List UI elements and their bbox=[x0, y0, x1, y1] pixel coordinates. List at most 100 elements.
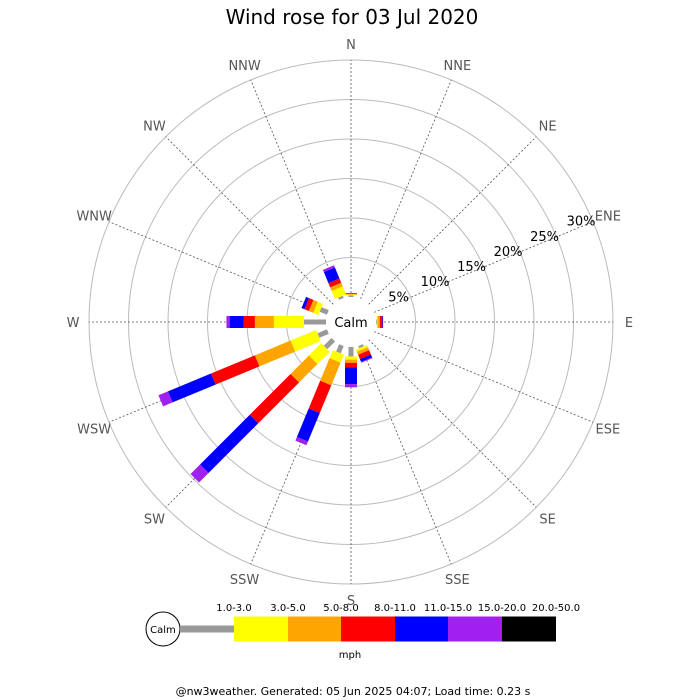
bar-sse-bin-1 bbox=[358, 344, 364, 349]
direction-label-ese: ESE bbox=[595, 422, 620, 437]
spoke-sse bbox=[360, 344, 452, 565]
bar-e-bin-3 bbox=[377, 316, 380, 328]
bar-w-bin-6 bbox=[226, 316, 230, 328]
spoke-nne bbox=[360, 79, 452, 300]
bar-s-bin-2 bbox=[345, 356, 357, 360]
legend-label-1: 1.0-3.0 bbox=[216, 603, 251, 614]
bar-s-bin-6 bbox=[345, 384, 357, 388]
bar-w-bin-4 bbox=[243, 316, 255, 328]
spoke-wsw bbox=[108, 331, 329, 423]
bar-nnw-bin-5 bbox=[323, 267, 340, 283]
ring-label-30: 30% bbox=[567, 215, 596, 230]
bar-wsw-bin-1 bbox=[317, 329, 329, 338]
bar-nnw-bin-2 bbox=[331, 286, 347, 300]
spoke-ne bbox=[368, 136, 537, 305]
direction-label-nnw: NNW bbox=[228, 59, 260, 74]
wind-bars bbox=[158, 265, 384, 483]
bar-s-bin-5 bbox=[345, 367, 357, 385]
ring-label-5: 5% bbox=[388, 290, 409, 305]
direction-label-wnw: WNW bbox=[76, 210, 112, 225]
spoke-ese bbox=[373, 331, 594, 423]
legend-label-6: 15.0-20.0 bbox=[478, 603, 526, 614]
legend-swatch-2 bbox=[234, 616, 288, 642]
legend-label-3: 5.0-8.0 bbox=[323, 603, 358, 614]
bar-w-bin-1 bbox=[303, 319, 327, 325]
spoke-ene bbox=[373, 221, 594, 313]
legend-calm-label: Calm bbox=[150, 625, 176, 636]
bar-n-bin-1 bbox=[348, 295, 354, 297]
bar-sw-bin-3 bbox=[290, 355, 318, 383]
bar-wnw-bin-1 bbox=[319, 307, 329, 315]
bar-nnw-bin-1 bbox=[338, 295, 344, 300]
bar-e-bin-2 bbox=[376, 316, 378, 328]
direction-label-se: SE bbox=[539, 513, 555, 528]
bar-nnw-bin-4 bbox=[328, 278, 342, 288]
direction-label-e: E bbox=[625, 316, 633, 331]
legend-swatch-6 bbox=[448, 616, 502, 642]
direction-label-nne: NNE bbox=[444, 59, 472, 74]
legend-label-2: 3.0-5.0 bbox=[270, 603, 305, 614]
bar-s-bin-3 bbox=[345, 359, 357, 363]
bar-sw-bin-1 bbox=[323, 337, 336, 350]
bar-e-bin-5 bbox=[382, 316, 384, 328]
legend-unit: mph bbox=[339, 650, 361, 661]
bar-wsw-bin-6 bbox=[158, 391, 173, 407]
spoke-nw bbox=[165, 136, 334, 305]
spoke-nnw bbox=[250, 79, 342, 300]
bar-wnw-bin-3 bbox=[308, 299, 318, 313]
bar-wsw-bin-4 bbox=[211, 355, 260, 385]
bar-sw-bin-2 bbox=[308, 343, 330, 365]
direction-label-ne: NE bbox=[539, 119, 557, 134]
ring-label-20: 20% bbox=[494, 245, 523, 260]
bar-ssw-bin-3 bbox=[320, 358, 341, 386]
bar-nnw-bin-3 bbox=[330, 282, 343, 291]
direction-label-wsw: WSW bbox=[77, 422, 111, 437]
direction-label-w: W bbox=[67, 316, 80, 331]
bar-ssw-bin-6 bbox=[295, 436, 308, 446]
bar-sse-bin-4 bbox=[358, 350, 371, 360]
direction-label-sse: SSE bbox=[445, 573, 470, 588]
bar-n-bin-2 bbox=[345, 294, 357, 296]
bar-ssw-bin-1 bbox=[336, 344, 344, 354]
direction-labels: N NNE NE ENE E ESE SE SSE S SSW SW WSW W WNW NW NNW 5% 10… bbox=[67, 38, 634, 609]
bar-e-bin-1 bbox=[376, 319, 377, 325]
ring-label-15: 15% bbox=[457, 260, 486, 275]
legend-label-5: 11.0-15.0 bbox=[424, 603, 472, 614]
direction-label-n: N bbox=[346, 38, 356, 53]
legend-swatch-4 bbox=[341, 616, 395, 642]
bar-ssw-bin-4 bbox=[308, 380, 332, 414]
direction-label-s: S bbox=[347, 594, 355, 609]
bar-wnw-bin-5 bbox=[301, 296, 310, 310]
legend-swatch-5 bbox=[395, 616, 448, 642]
legend-swatch-7 bbox=[502, 616, 556, 642]
bar-n-bin-4 bbox=[345, 293, 357, 294]
spoke-wnw bbox=[108, 221, 329, 313]
bar-w-bin-3 bbox=[254, 316, 274, 328]
bar-wsw-bin-2 bbox=[290, 329, 321, 352]
bar-sse-bin-6 bbox=[361, 357, 373, 363]
ring-label-10: 10% bbox=[421, 275, 450, 290]
bar-sw-bin-6 bbox=[190, 464, 209, 483]
bar-w-bin-5 bbox=[229, 316, 244, 328]
bar-sw-bin-5 bbox=[200, 414, 259, 473]
polar-grid bbox=[88, 59, 614, 585]
calm-label: Calm bbox=[334, 316, 367, 331]
footer-text: @nw3weather. Generated: 05 Jun 2025 04:0… bbox=[176, 685, 531, 698]
direction-label-nw: NW bbox=[143, 119, 166, 134]
bar-nnw-bin-6 bbox=[322, 265, 335, 273]
bar-wsw-bin-5 bbox=[167, 373, 216, 403]
bar-wnw-bin-4 bbox=[304, 298, 314, 312]
direction-label-ene: ENE bbox=[595, 210, 621, 225]
chart-title: Wind rose for 03 Jul 2020 bbox=[226, 5, 479, 29]
direction-label-ssw: SSW bbox=[230, 573, 260, 588]
legend-label-7: 20.0-50.0 bbox=[532, 603, 580, 614]
calm-center: Calm bbox=[326, 297, 376, 347]
spoke-se bbox=[368, 339, 537, 508]
spoke-ssw bbox=[250, 344, 342, 565]
bar-sw-bin-4 bbox=[249, 373, 300, 424]
bar-n-bin-3 bbox=[345, 293, 357, 295]
direction-label-sw: SW bbox=[144, 513, 165, 528]
bar-s-bin-4 bbox=[345, 362, 357, 368]
bar-w-bin-2 bbox=[273, 316, 304, 328]
